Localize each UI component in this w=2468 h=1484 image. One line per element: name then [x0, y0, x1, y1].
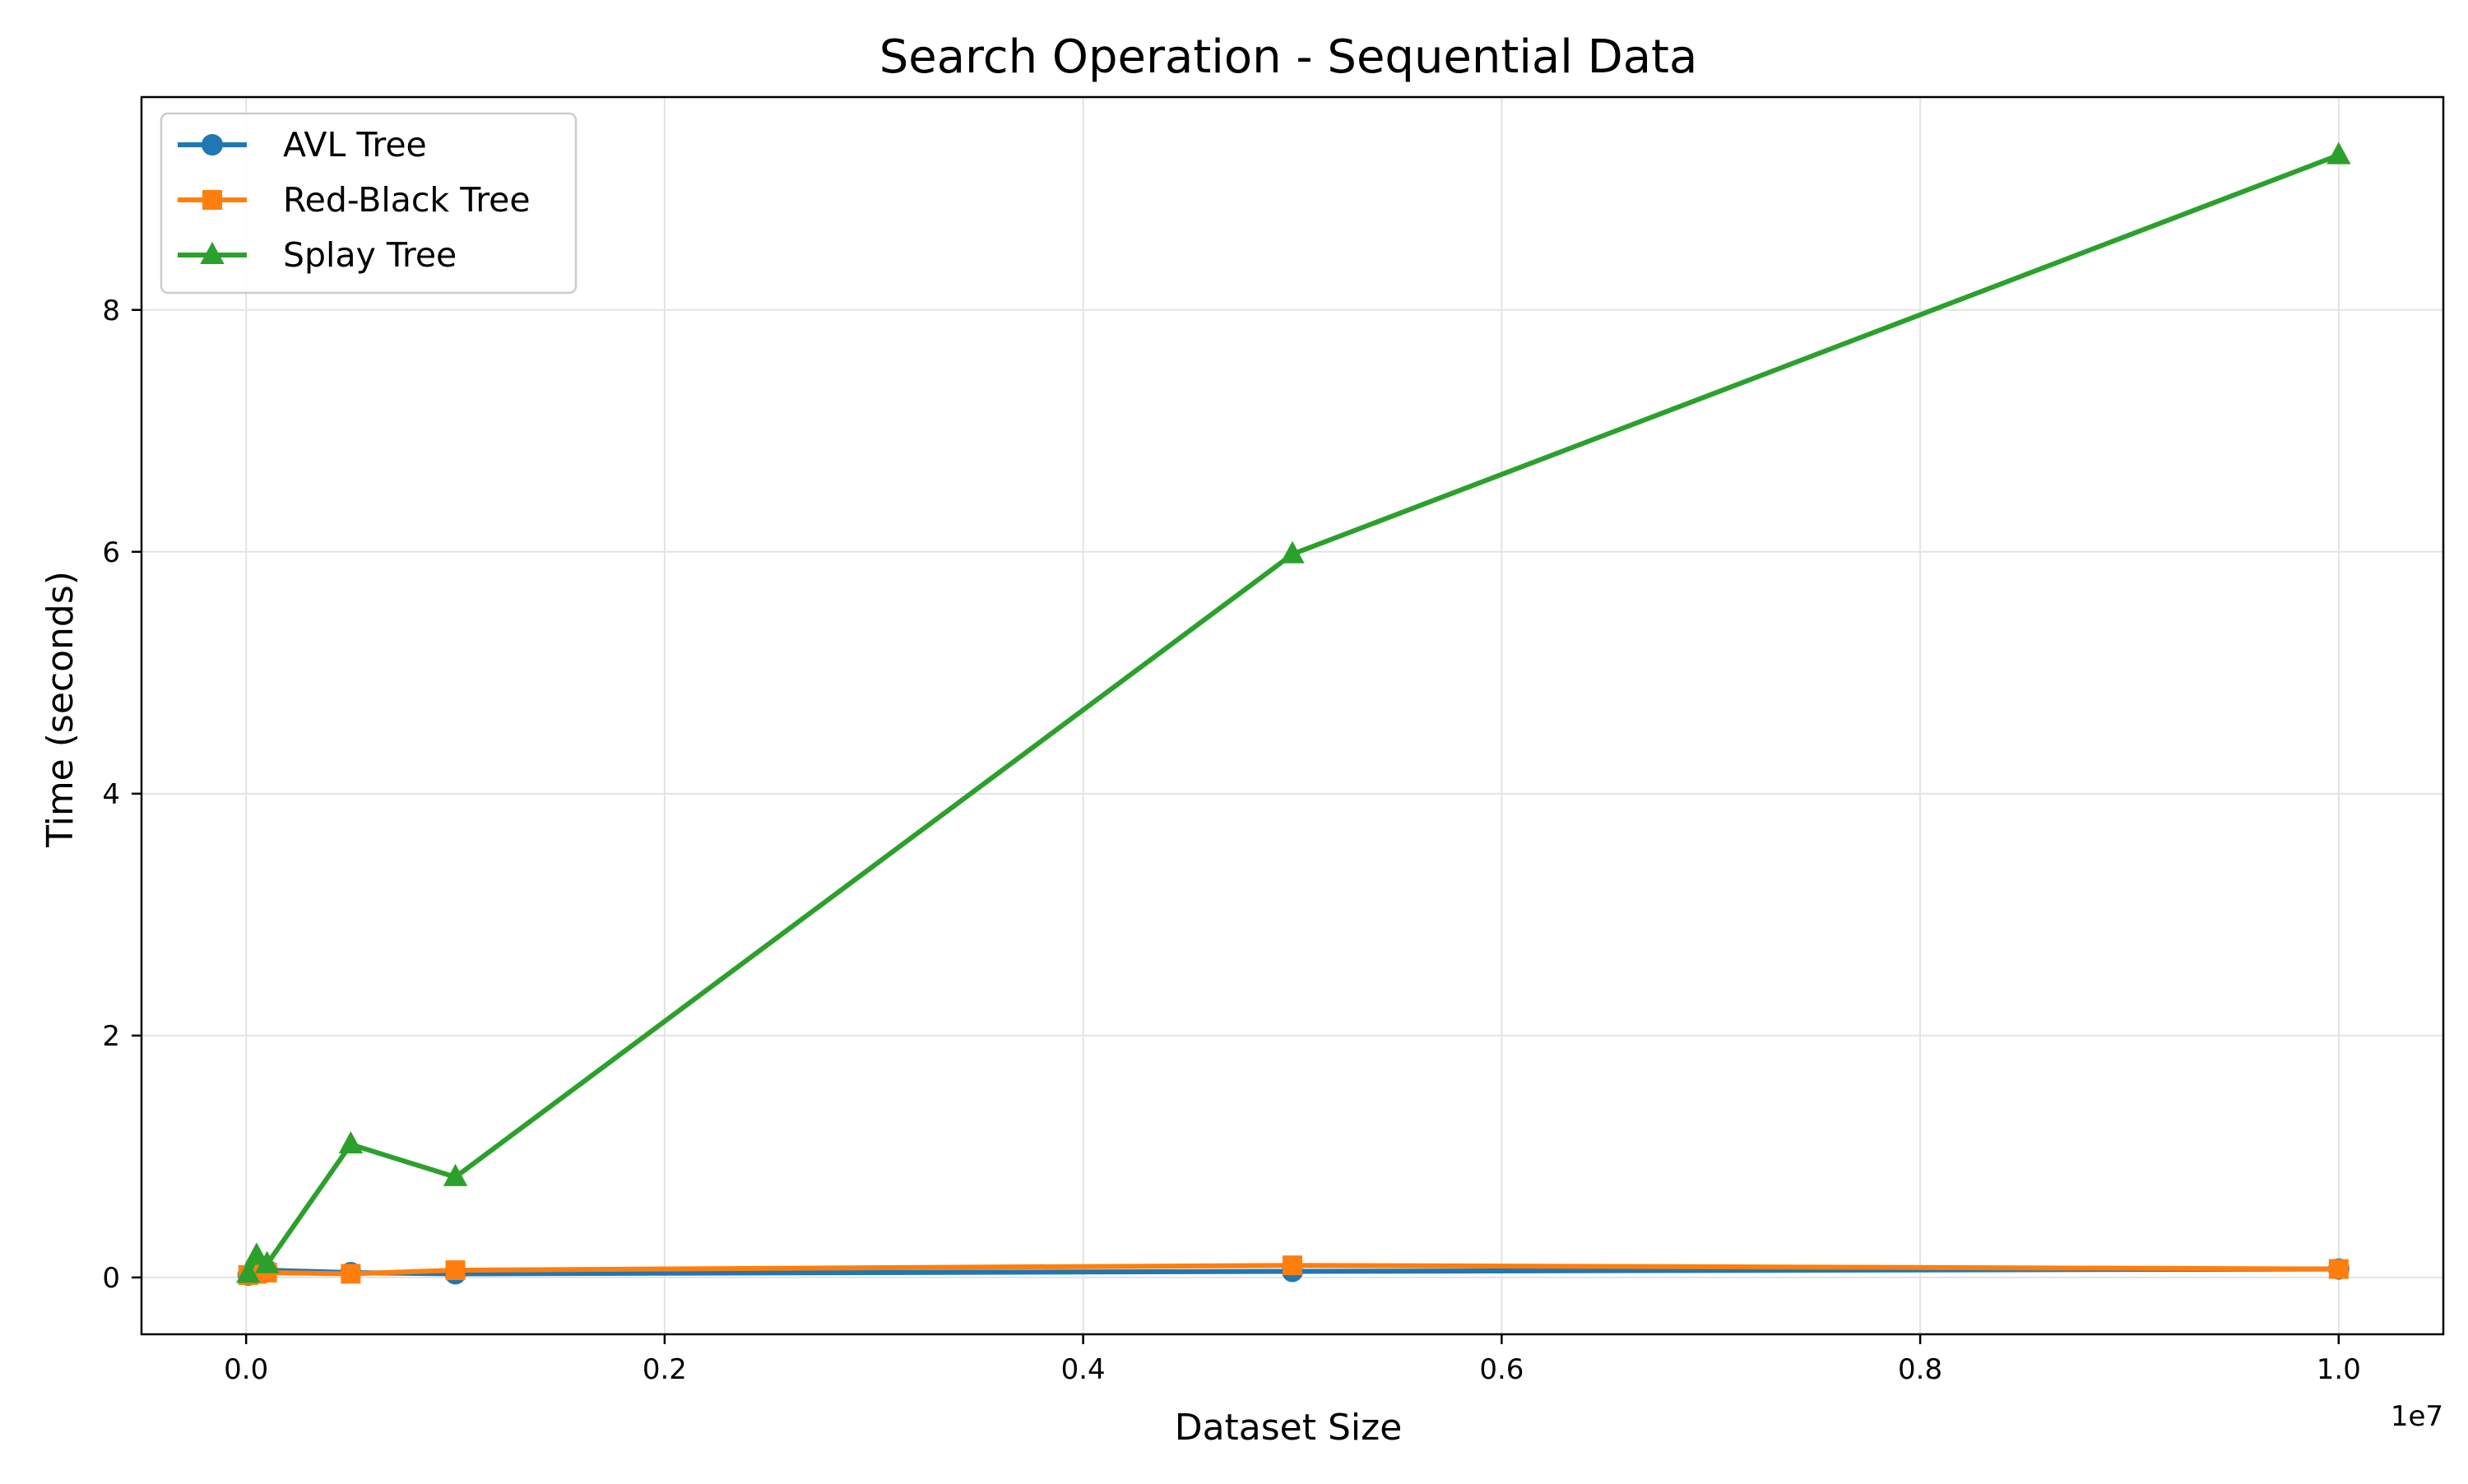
x-tick-label: 0.8 [1898, 1353, 1942, 1386]
legend-marker [202, 134, 223, 155]
data-point-splay-tree [236, 1260, 261, 1283]
legend-item-avl-tree: AVL Tree [178, 125, 427, 165]
data-point-red-black-tree [445, 1260, 466, 1281]
x-tick-label: 0.4 [1061, 1353, 1106, 1386]
legend-frame [160, 112, 578, 294]
data-point-red-black-tree [2328, 1259, 2349, 1279]
y-axis-label: Time (seconds) [39, 571, 81, 848]
chart-title: Search Operation - Sequential Data [879, 30, 1698, 84]
legend-item-red-black-tree: Red-Black Tree [178, 180, 531, 220]
axis-ticks: 0.0 0.2 0.4 0.6 0.8 1.0 0 2 4 6 8 [102, 294, 2360, 1386]
data-point-splay-tree [1280, 540, 1305, 563]
x-axis-offset-label: 1e7 [2391, 1400, 2443, 1433]
y-tick-label: 0 [102, 1262, 120, 1295]
x-tick-label: 0.2 [643, 1353, 687, 1386]
series-line-splay-tree [246, 152, 2340, 1275]
data-point-splay-tree [443, 1163, 468, 1186]
series-splay-tree [236, 141, 2351, 1283]
x-tick-label: 0.6 [1479, 1353, 1524, 1386]
y-tick-label: 2 [102, 1020, 120, 1053]
x-tick-label: 1.0 [2317, 1353, 2361, 1386]
legend-item-splay-tree: Splay Tree [178, 235, 457, 275]
x-axis-label: Dataset Size [1175, 1407, 1403, 1449]
data-point-red-black-tree [1283, 1255, 1302, 1276]
data-point-splay-tree [244, 1242, 269, 1265]
legend-marker [202, 190, 222, 210]
data-point-splay-tree [2327, 141, 2351, 165]
y-tick-label: 8 [102, 294, 120, 327]
legend-label: Splay Tree [283, 235, 457, 275]
legend-label: AVL Tree [283, 125, 427, 165]
series-lines [236, 141, 2351, 1286]
y-tick-label: 6 [102, 536, 120, 569]
legend: AVL Tree Red-Black Tree Splay Tree [160, 112, 578, 294]
x-tick-label: 0.0 [224, 1353, 268, 1386]
y-tick-label: 4 [102, 778, 120, 811]
legend-label: Red-Black Tree [283, 180, 531, 220]
data-point-splay-tree [254, 1250, 280, 1273]
legend-marker [200, 241, 225, 264]
gridlines [141, 97, 2443, 1334]
plot-area-frame [140, 95, 2445, 1336]
data-point-red-black-tree [341, 1264, 361, 1284]
data-point-splay-tree [338, 1131, 364, 1154]
